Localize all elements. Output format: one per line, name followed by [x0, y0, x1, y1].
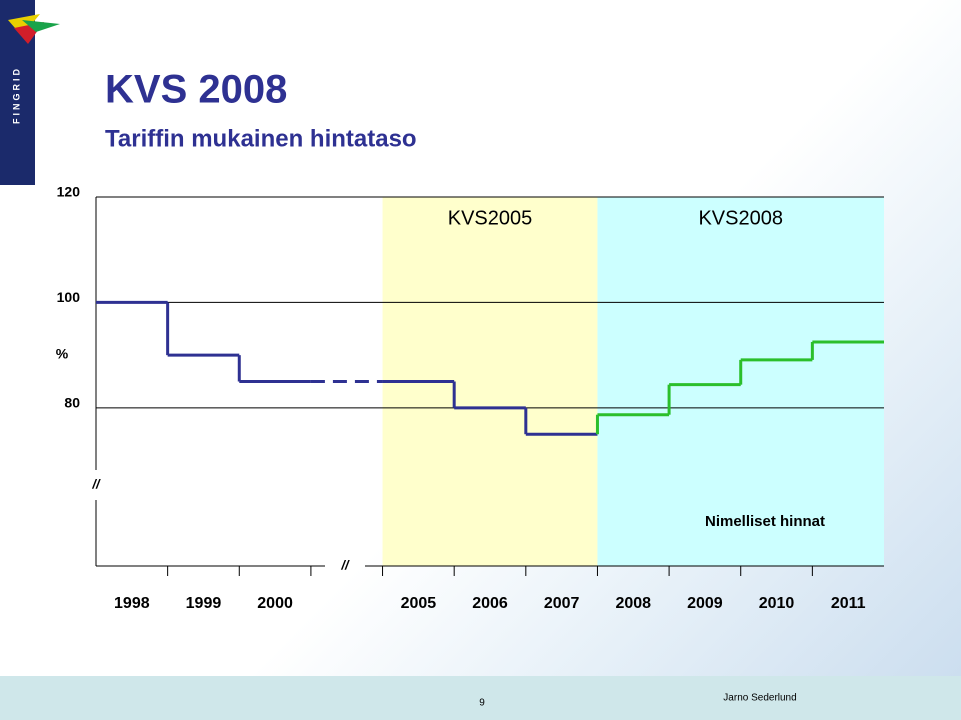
- slide-subtitle: Tariffin mukainen hintataso: [105, 125, 417, 152]
- x-tick-label: 2005: [401, 595, 437, 612]
- x-tick-label: 2009: [687, 595, 723, 612]
- footer-band: [0, 676, 961, 720]
- y-tick-label: 120: [57, 184, 81, 200]
- period-label: KVS2008: [698, 207, 783, 229]
- axis-break: //: [340, 557, 350, 572]
- author: Jarno Sederlund: [723, 693, 796, 704]
- x-tick-label: 2007: [544, 595, 580, 612]
- x-tick-label: 1998: [114, 595, 150, 612]
- period-label: KVS2005: [448, 207, 533, 229]
- y-tick-label: 80: [64, 395, 80, 411]
- chart: KVS2005 KVS2008 80 100 120% // // 1998 1999 2000 2…: [56, 184, 884, 612]
- x-tick-label: 2000: [257, 595, 293, 612]
- axis-break: //: [91, 476, 101, 491]
- x-tick-label: 2008: [615, 595, 651, 612]
- logo-text: FINGRID: [11, 66, 21, 124]
- page-number: 9: [479, 698, 485, 709]
- slide-title: KVS 2008: [105, 68, 287, 112]
- y-axis-label: %: [56, 346, 69, 362]
- logo-shape: [8, 14, 40, 36]
- logo-shape: [22, 20, 60, 32]
- x-tick-label: 2011: [831, 595, 866, 612]
- x-tick-label: 2006: [472, 595, 508, 612]
- x-tick-label: 1999: [186, 595, 222, 612]
- annotation: Nimelliset hinnat: [705, 513, 825, 530]
- x-tick-label: 2010: [759, 595, 795, 612]
- y-tick-label: 100: [57, 289, 81, 305]
